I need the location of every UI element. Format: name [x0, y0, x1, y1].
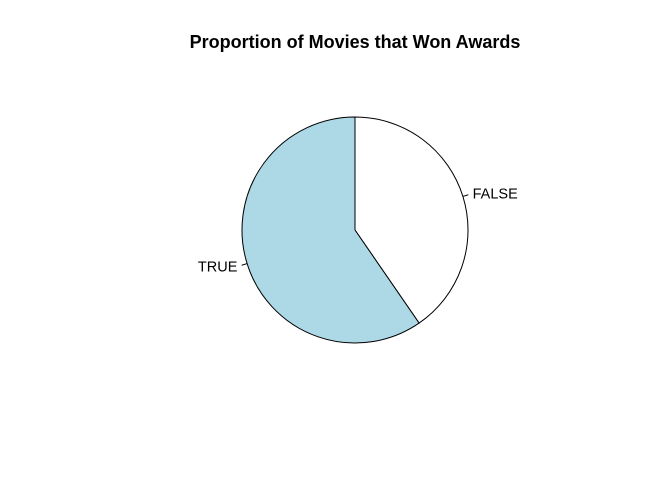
- pie-label-tick-false: [462, 194, 469, 197]
- pie-label-tick-true: [241, 263, 248, 266]
- pie-label-false: FALSE: [473, 186, 518, 202]
- pie-labels: FALSE TRUE: [198, 186, 518, 275]
- pie-slices: [241, 116, 469, 344]
- pie-slice-true: [241, 116, 420, 344]
- pie-slice-false: [354, 116, 469, 324]
- pie-label-true: TRUE: [198, 260, 238, 276]
- chart-title: Proportion of Movies that Won Awards: [190, 32, 521, 52]
